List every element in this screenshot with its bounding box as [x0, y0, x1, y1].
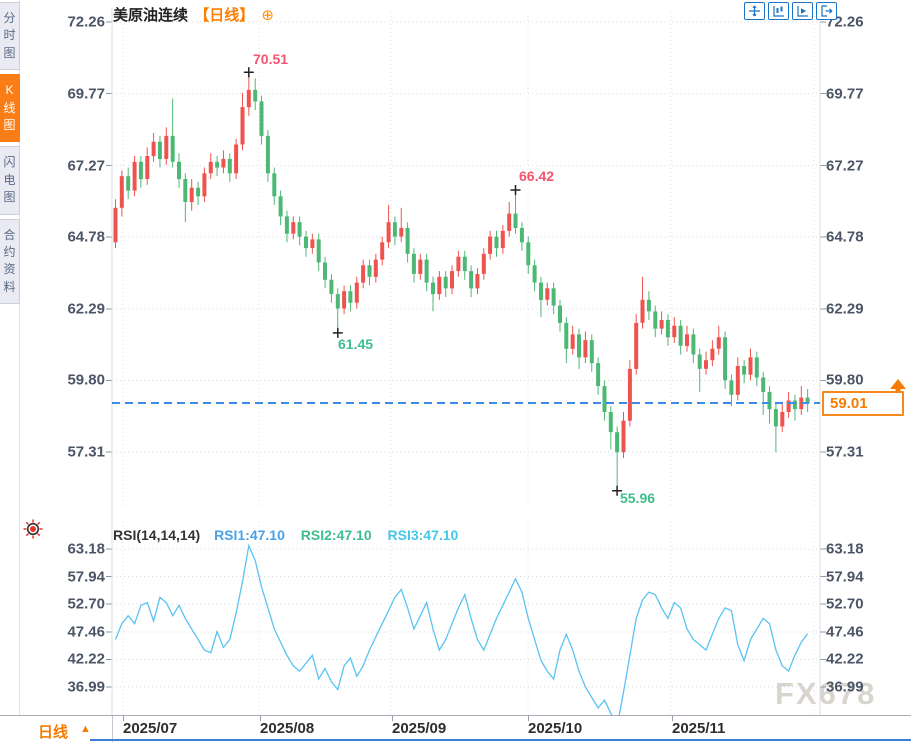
chart-title: 美原油连续 【日线】 ⊕ — [113, 4, 274, 25]
add-indicator-icon[interactable]: ⊕ — [261, 7, 274, 24]
sidebar-item-lightning-chart[interactable]: 闪电图 — [0, 146, 20, 215]
x-axis-month-label: 2025/09 — [392, 720, 447, 737]
annotation-high-price: 70.51 — [253, 51, 289, 67]
rsi-axis-label: 63.18 — [67, 540, 105, 558]
time-axis-bar: 日线 ▲ 2025/07 2025/08 2025/09 2025/10 202… — [0, 715, 911, 742]
month-tick — [392, 716, 393, 721]
x-axis-month-label: 2025/11 — [672, 720, 726, 737]
x-axis-month-label: 2025/08 — [260, 720, 315, 737]
last-price-tag: 59.01 — [822, 391, 904, 416]
price-axis-label: 57.31 — [67, 443, 105, 461]
rsi-name: RSI(14,14,14) — [113, 527, 201, 543]
rsi-axis-label: 47.46 — [826, 623, 864, 641]
sidebar-item-kline-chart[interactable]: K线图 — [0, 74, 20, 143]
rsi2-value: RSI2:47.10 — [300, 527, 372, 543]
rsi-axis-label: 36.99 — [826, 678, 864, 696]
indicator-settings-icon[interactable] — [22, 518, 44, 545]
rsi-axis-label: 36.99 — [67, 678, 105, 696]
chart-type-sidebar: 分时图 K线图 闪电图 合约资料 — [0, 2, 20, 305]
price-axis-label: 64.78 — [826, 228, 864, 246]
period-tag: 【日线】 — [194, 7, 255, 24]
sidebar-item-time-chart[interactable]: 分时图 — [0, 2, 20, 71]
fit-chart-button[interactable] — [768, 2, 789, 20]
rsi-axis-label: 42.22 — [67, 650, 105, 668]
period-selector-cell: 日线 ▲ — [0, 716, 113, 742]
rsi-axis-label: 57.94 — [67, 568, 105, 586]
crosshair-tool-button[interactable] — [744, 2, 765, 20]
rsi-axis-label: 57.94 — [826, 568, 864, 586]
price-axis-label: 62.29 — [67, 300, 105, 318]
symbol-name: 美原油连续 — [113, 7, 189, 24]
price-axis-label: 69.77 — [826, 85, 864, 103]
price-axis-label: 69.77 — [67, 85, 105, 103]
extreme-cross-marker — [510, 185, 521, 195]
play-forward-button[interactable] — [792, 2, 813, 20]
annotation-low-price: 61.45 — [338, 336, 374, 352]
price-axis-label: 62.29 — [826, 300, 864, 318]
export-arrow-icon — [821, 5, 833, 17]
period-arrow-icon: ▲ — [80, 723, 91, 735]
fit-chart-icon — [773, 6, 784, 17]
month-tick — [260, 716, 261, 721]
price-axis-label: 59.80 — [67, 371, 105, 389]
rsi-axis-label: 52.70 — [67, 595, 105, 613]
month-tick — [123, 716, 124, 721]
annotation-low-price: 55.96 — [620, 490, 656, 506]
rsi1-value: RSI1:47.10 — [214, 527, 285, 543]
annotation-high-price: 66.42 — [519, 168, 555, 184]
sidebar-divider — [19, 0, 20, 715]
rsi-axis-label: 42.22 — [826, 650, 864, 668]
rsi-indicator-header: RSI(14,14,14) RSI1:47.10 RSI2:47.10 RSI3… — [113, 527, 458, 543]
rsi3-value: RSI3:47.10 — [387, 527, 459, 543]
price-axis-label: 67.27 — [826, 157, 864, 175]
chart-toolbar — [744, 2, 837, 20]
month-tick — [672, 716, 673, 721]
price-axis-label: 59.80 — [826, 371, 864, 389]
sidebar-item-contract-info[interactable]: 合约资料 — [0, 218, 20, 305]
play-chart-icon — [797, 6, 808, 17]
x-axis-month-label: 2025/10 — [528, 720, 583, 737]
extreme-cross-marker — [243, 67, 254, 78]
rsi-axis-label: 52.70 — [826, 595, 864, 613]
export-chart-button[interactable] — [816, 2, 837, 20]
extreme-cross-marker — [612, 485, 623, 496]
crosshair-icon — [749, 5, 760, 17]
price-up-arrow-icon — [890, 379, 906, 389]
price-axis-label: 67.27 — [67, 157, 105, 175]
price-axis-label: 64.78 — [67, 228, 105, 246]
extreme-cross-marker — [332, 327, 343, 338]
rsi-line — [114, 543, 809, 716]
period-selector[interactable]: 日线 — [38, 724, 69, 741]
month-tick — [528, 716, 529, 721]
rsi-axis-label: 63.18 — [826, 540, 864, 558]
price-axis-label: 72.26 — [67, 13, 105, 31]
brand-watermark: FX678 — [775, 676, 877, 711]
x-axis-month-label: 2025/07 — [123, 720, 178, 737]
price-axis-label: 57.31 — [826, 443, 864, 461]
rsi-axis-label: 47.46 — [67, 623, 105, 641]
bottom-accent-line — [90, 739, 911, 741]
